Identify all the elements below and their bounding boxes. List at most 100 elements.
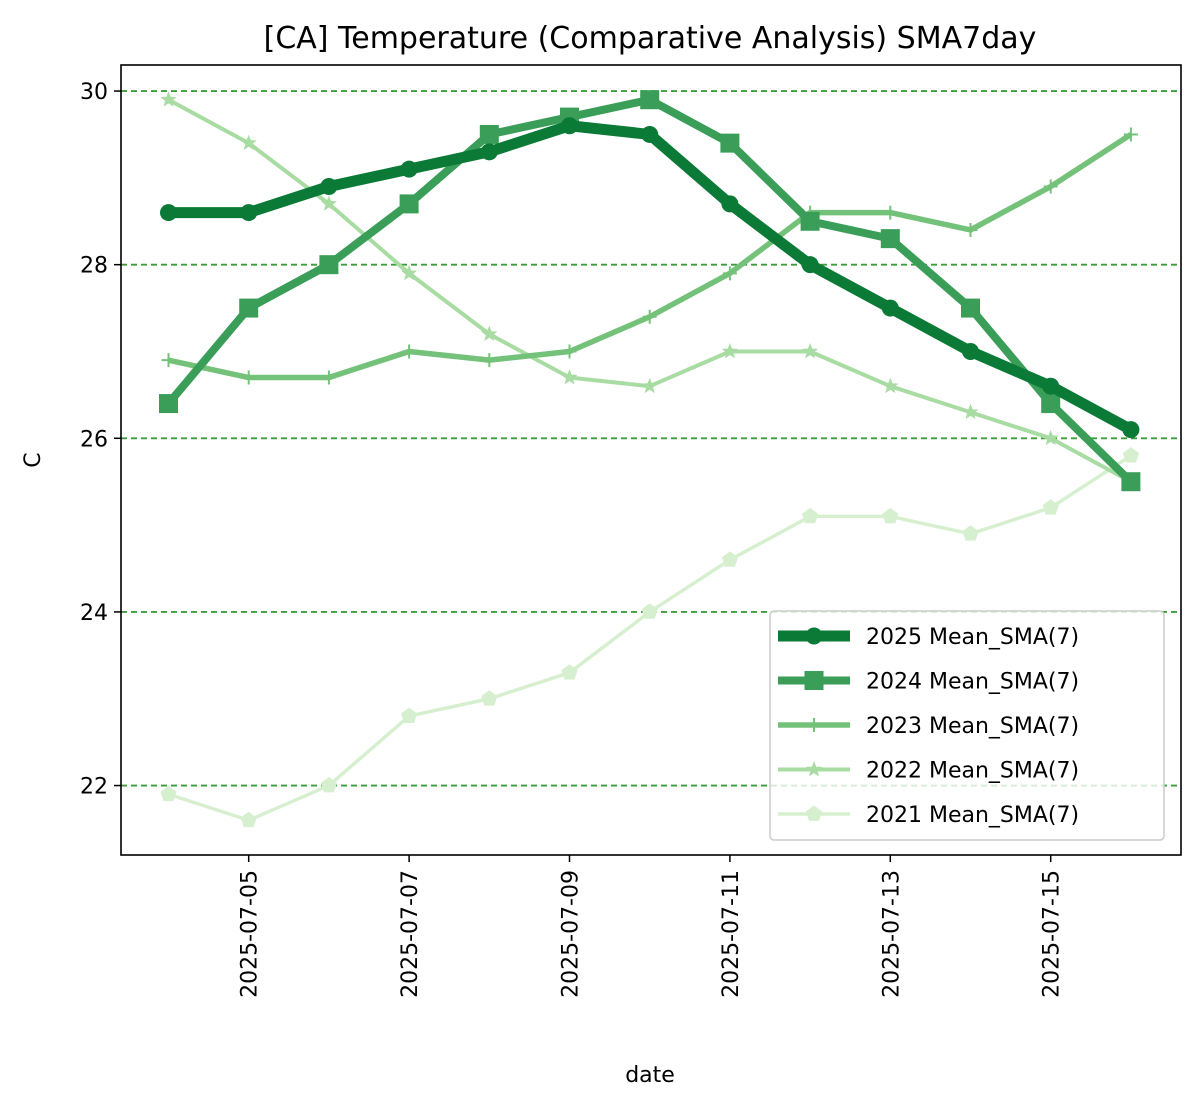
data-point — [320, 777, 337, 793]
y-tick-label: 28 — [80, 254, 108, 279]
data-point — [800, 211, 820, 231]
data-point — [962, 403, 979, 420]
data-point — [807, 718, 821, 732]
data-point — [320, 195, 337, 211]
data-point — [962, 342, 979, 360]
data-point — [479, 124, 499, 144]
data-point — [1042, 377, 1060, 395]
data-point — [805, 761, 823, 777]
data-point — [805, 805, 823, 821]
data-point — [402, 344, 417, 359]
series-2021 — [160, 447, 1139, 828]
data-point — [640, 90, 660, 110]
y-tick-label: 22 — [80, 775, 108, 800]
data-point — [160, 204, 177, 222]
data-point — [561, 369, 578, 385]
data-point — [642, 309, 657, 324]
x-axis-label: date — [625, 1063, 675, 1088]
data-point — [721, 195, 739, 213]
series-2023 — [161, 127, 1138, 385]
data-point — [1042, 499, 1059, 515]
y-tick-label: 30 — [80, 80, 108, 105]
data-point — [160, 91, 177, 107]
series-layer — [159, 90, 1141, 828]
data-point — [882, 507, 899, 524]
legend-label: 2022 Mean_SMA(7) — [866, 759, 1079, 784]
data-point — [240, 204, 258, 222]
series-line — [167, 97, 1132, 484]
y-tick-label: 24 — [80, 601, 108, 626]
data-point — [561, 117, 578, 135]
data-point — [641, 125, 659, 143]
data-point — [721, 342, 738, 359]
legend-item: 2021 Mean_SMA(7) — [778, 803, 1079, 828]
data-point — [319, 255, 339, 275]
chart-title: [CA] Temperature (Comparative Analysis) … — [264, 21, 1037, 56]
data-point — [641, 603, 658, 619]
data-point — [561, 664, 578, 680]
series-line — [165, 95, 1134, 485]
data-point — [401, 264, 418, 281]
data-point — [401, 707, 418, 723]
data-point — [720, 133, 740, 153]
data-point — [880, 229, 900, 249]
data-point — [804, 671, 824, 690]
legend-item: 2025 Mean_SMA(7) — [778, 625, 1079, 650]
data-point — [1121, 472, 1141, 492]
legend-label: 2023 Mean_SMA(7) — [866, 714, 1079, 739]
series-2022 — [160, 91, 1139, 489]
data-point — [241, 370, 256, 385]
legend-item: 2024 Mean_SMA(7) — [778, 670, 1079, 695]
data-point — [482, 353, 497, 368]
x-tick-label: 2025-07-09 — [559, 870, 584, 998]
data-point — [1123, 127, 1138, 142]
data-point — [962, 525, 979, 541]
legend-item: 2022 Mean_SMA(7) — [778, 759, 1079, 784]
legend: 2025 Mean_SMA(7) 2024 Mean_SMA(7) 2023 Mea… — [769, 610, 1165, 841]
x-tick-label: 2025-07-15 — [1040, 870, 1065, 998]
data-point — [562, 344, 577, 359]
data-point — [1042, 429, 1059, 446]
data-point — [159, 394, 178, 414]
data-point — [161, 353, 176, 368]
data-point — [883, 205, 898, 220]
data-point — [961, 298, 980, 318]
data-point — [160, 785, 177, 802]
data-point — [881, 299, 899, 317]
data-point — [480, 143, 498, 161]
data-point — [321, 370, 336, 385]
legend-item: 2023 Mean_SMA(7) — [778, 714, 1079, 739]
data-point — [481, 690, 498, 706]
legend-label: 2021 Mean_SMA(7) — [866, 803, 1079, 828]
plot-area — [120, 64, 1182, 856]
data-point — [722, 266, 737, 281]
x-axis: 2025-07-05 2025-07-07 2025-07-09 2025-07-11… — [238, 855, 1065, 998]
data-point — [240, 134, 257, 151]
legend-box — [769, 610, 1165, 841]
data-point — [400, 160, 418, 178]
data-point — [239, 298, 259, 318]
x-tick-label: 2025-07-13 — [879, 870, 904, 998]
data-point — [882, 377, 899, 394]
x-tick-label: 2025-07-07 — [398, 870, 423, 998]
x-tick-label: 2025-07-11 — [719, 870, 744, 998]
data-point — [1043, 179, 1058, 194]
data-point — [1041, 394, 1061, 414]
data-point — [801, 256, 819, 274]
series-line — [167, 132, 1133, 381]
data-point — [641, 377, 658, 394]
series-2024 — [159, 90, 1141, 492]
data-point — [399, 194, 419, 214]
data-point — [721, 551, 738, 567]
y-axis: 22 24 26 28 30 — [80, 80, 121, 800]
data-point — [802, 507, 819, 524]
data-point — [320, 178, 338, 196]
data-point — [481, 325, 498, 341]
data-point — [802, 342, 819, 359]
legend-label: 2024 Mean_SMA(7) — [866, 670, 1079, 695]
data-point — [805, 627, 823, 645]
data-point — [1122, 421, 1140, 439]
data-point — [240, 811, 257, 828]
legend-label: 2025 Mean_SMA(7) — [866, 625, 1079, 650]
data-point — [1122, 447, 1139, 463]
